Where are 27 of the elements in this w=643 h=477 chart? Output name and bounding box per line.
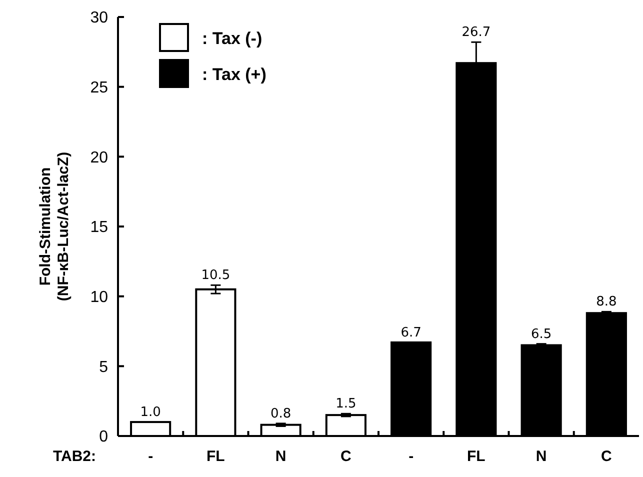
data-label: 0.8 — [270, 406, 292, 422]
y-tick-label: 0 — [99, 428, 108, 446]
x-tick-label: N — [536, 448, 547, 465]
x-tick-label: FL — [467, 448, 486, 465]
x-tick-label: FL — [206, 448, 225, 465]
x-tick-label: C — [340, 448, 352, 465]
data-label: 8.8 — [596, 294, 617, 310]
x-tick-label: - — [408, 448, 414, 465]
y-tick-label: 10 — [90, 288, 108, 306]
data-label: 26.7 — [462, 25, 491, 40]
data-label: 6.5 — [530, 326, 552, 342]
y-axis-title: Fold-Stimulation (NF-κB-Luc/Act-lacZ) — [37, 152, 72, 302]
y-tick-label: 5 — [99, 358, 108, 376]
y-tick-label: 30 — [90, 10, 108, 27]
data-label: 6.7 — [400, 325, 422, 340]
data-label: 1.0 — [140, 405, 161, 420]
y-tick-label: 15 — [90, 219, 108, 236]
x-tick-label: N — [275, 448, 286, 465]
x-tick-label: C — [601, 448, 612, 465]
data-label: 10.5 — [201, 268, 230, 284]
data-label: 1.5 — [336, 396, 356, 412]
x-tick-label: - — [148, 448, 154, 465]
y-tick-label: 20 — [90, 149, 108, 166]
legend-label: : Tax (-) — [202, 28, 262, 48]
legend-label: : Tax (+) — [202, 64, 266, 84]
y-tick-label: 25 — [90, 79, 108, 96]
x-axis-title: TAB2: — [52, 448, 96, 465]
